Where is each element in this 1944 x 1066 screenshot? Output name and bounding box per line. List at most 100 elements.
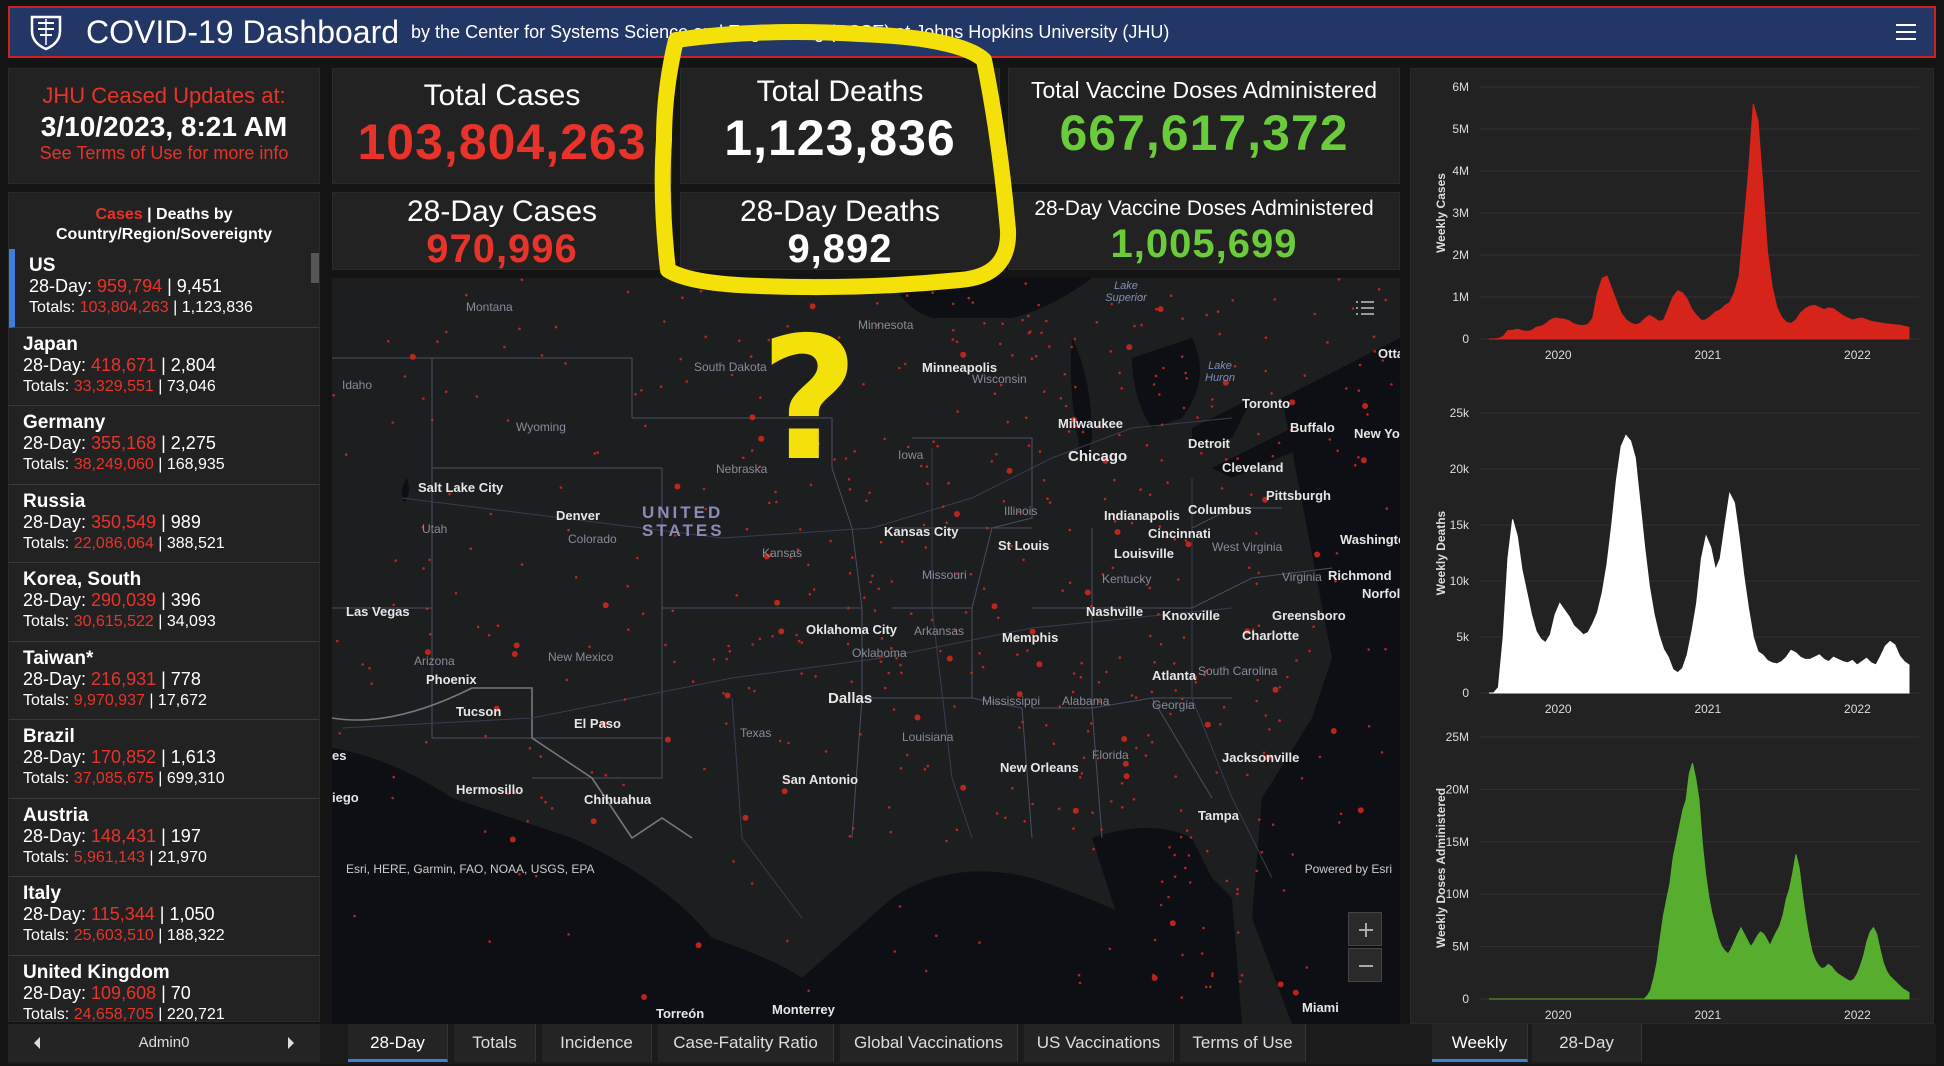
case-dot [1002, 500, 1006, 503]
totals-label: Totals: [23, 377, 74, 395]
totals-label: Totals: [23, 848, 74, 866]
city-label: Chihuahua [584, 792, 652, 807]
list-header-cases[interactable]: Cases [95, 206, 143, 223]
case-dot [1155, 307, 1158, 311]
case-dot [1144, 754, 1148, 757]
series-area [1489, 434, 1910, 694]
map-powered-by[interactable]: Powered by Esri [1304, 862, 1392, 876]
deaths28-panel: 28-Day Deaths 9,892 [680, 192, 1000, 270]
country-list: US 28-Day: 959,794 | 9,451 Totals: 103,804… [9, 249, 319, 1022]
case-dot [691, 680, 695, 683]
case-dot [1169, 920, 1176, 927]
hamburger-menu-icon[interactable] [1894, 20, 1918, 44]
tab-28-day[interactable]: 28-Day [348, 1024, 448, 1062]
case-dot [674, 483, 681, 490]
case-dot [1132, 798, 1136, 801]
case-dot [964, 611, 968, 614]
case-dot [685, 380, 689, 383]
totals-line: Totals: 33,329,551 | 73,046 [23, 376, 319, 397]
deaths-val: 21,970 [157, 848, 207, 866]
map-view[interactable]: Esri, HERE, Garmin, FAO, NOAA, USGS, EPA… [332, 278, 1400, 1024]
list-item[interactable]: Russia 28-Day: 350,549 | 989 Totals: 22,08… [9, 485, 319, 563]
zoom-in-button[interactable] [1348, 912, 1382, 946]
case-dot [361, 663, 364, 666]
list-pager: Admin0 [8, 1024, 320, 1062]
case-dot [520, 278, 524, 282]
case-dot [735, 593, 738, 597]
list-scrollbar[interactable] [311, 253, 319, 283]
legend-list-icon[interactable] [1350, 294, 1380, 322]
tab-case-fatality-ratio[interactable]: Case-Fatality Ratio [658, 1024, 834, 1062]
tab-global-vaccinations[interactable]: Global Vaccinations [840, 1024, 1018, 1062]
case-dot [1246, 773, 1249, 777]
case-dot [535, 874, 538, 878]
list-item[interactable]: United Kingdom 28-Day: 109,608 | 70 Totals… [9, 956, 319, 1022]
pager-prev-icon[interactable] [32, 1036, 42, 1055]
tab-us-vaccinations[interactable]: US Vaccinations [1024, 1024, 1174, 1062]
case-dot [469, 547, 473, 550]
chart-tab-28-day[interactable]: 28-Day [1532, 1024, 1642, 1062]
case-dot [1179, 835, 1183, 839]
case-dot [1101, 573, 1105, 576]
case-dot [848, 834, 852, 838]
state-label: New Mexico [548, 650, 614, 664]
case-dot [1162, 366, 1165, 370]
list-item[interactable]: Japan 28-Day: 418,671 | 2,804 Totals: 33,3… [9, 328, 319, 406]
case-dot [604, 773, 608, 777]
list-item[interactable]: Austria 28-Day: 148,431 | 197 Totals: 5,96… [9, 799, 319, 877]
tab-incidence[interactable]: Incidence [542, 1024, 652, 1062]
case-dot [887, 806, 891, 809]
case-dot [990, 460, 994, 463]
case-dot [1264, 714, 1268, 717]
case-dot [1048, 345, 1051, 348]
state-label: Montana [466, 300, 513, 314]
case-dot [1023, 820, 1026, 823]
case-dot [745, 527, 749, 531]
list-item[interactable]: Taiwan* 28-Day: 216,931 | 778 Totals: 9,97… [9, 642, 319, 720]
case-dot [1240, 973, 1244, 977]
ceased-updates-notice: JHU Ceased Updates at: 3/10/2023, 8:21 A… [8, 68, 320, 184]
pager-next-icon[interactable] [286, 1036, 296, 1055]
case-dot [767, 338, 771, 342]
terms-hint[interactable]: See Terms of Use for more info [39, 143, 289, 163]
state-label: Louisiana [902, 730, 954, 744]
case-dot [1210, 405, 1214, 408]
case-dot [899, 663, 902, 667]
case-dot [738, 339, 741, 342]
case-dot [812, 588, 816, 591]
case-dot [487, 633, 491, 637]
tab-terms-of-use[interactable]: Terms of Use [1180, 1024, 1306, 1062]
case-dot [565, 678, 569, 682]
case-dot [1185, 377, 1188, 380]
case-dot [1202, 926, 1205, 930]
list-item[interactable]: Italy 28-Day: 115,344 | 1,050 Totals: 25,6… [9, 877, 319, 956]
list-item[interactable]: Brazil 28-Day: 170,852 | 1,613 Totals: 37,… [9, 720, 319, 799]
y-tick-label: 1M [1452, 290, 1469, 304]
case-dot [1384, 647, 1387, 651]
list-item[interactable]: Germany 28-Day: 355,168 | 2,275 Totals: 38… [9, 406, 319, 485]
header-bar: COVID-19 Dashboard by the Center for Sys… [8, 6, 1936, 58]
list-item[interactable]: Korea, South 28-Day: 290,039 | 396 Totals:… [9, 563, 319, 642]
tab-totals[interactable]: Totals [454, 1024, 536, 1062]
case-dot [985, 526, 989, 530]
zoom-out-button[interactable] [1348, 948, 1382, 982]
day28-label: 28-Day: [23, 433, 92, 453]
case-dot [841, 283, 845, 286]
state-label: Arkansas [914, 624, 965, 638]
case-dot [1236, 892, 1239, 896]
list-header-line2: Country/Region/Sovereignty [55, 226, 273, 243]
case-dot [1335, 552, 1339, 555]
case-dot [1006, 420, 1009, 424]
day28-label: 28-Day: [23, 904, 92, 924]
chart-tab-weekly[interactable]: Weekly [1432, 1024, 1528, 1062]
list-item[interactable]: US 28-Day: 959,794 | 9,451 Totals: 103,804… [9, 249, 319, 328]
case-dot [1071, 690, 1075, 694]
case-dot [465, 293, 468, 297]
case-dot [847, 606, 850, 610]
case-dot [444, 390, 448, 394]
lake-label: Lake Huron [1205, 360, 1235, 384]
day28-label: 28-Day: [23, 511, 92, 532]
case-dot [391, 421, 394, 424]
edge-label: iego [332, 790, 359, 805]
map-canvas[interactable] [332, 278, 1400, 1024]
